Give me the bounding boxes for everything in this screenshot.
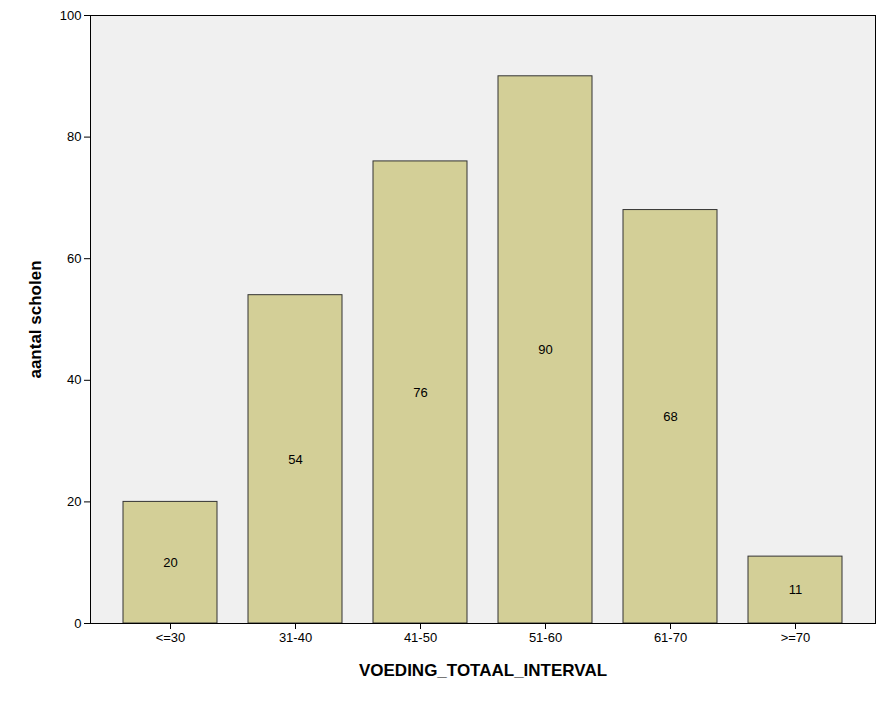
svg-text:80: 80 [67, 129, 81, 144]
svg-text:60: 60 [67, 251, 81, 266]
svg-text:<=30: <=30 [156, 630, 186, 645]
svg-text:41-50: 41-50 [404, 630, 437, 645]
svg-text:0: 0 [74, 616, 81, 631]
svg-text:11: 11 [789, 582, 803, 597]
svg-text:aantal scholen: aantal scholen [26, 260, 45, 378]
svg-text:>=70: >=70 [781, 630, 811, 645]
svg-text:54: 54 [288, 452, 302, 467]
svg-text:31-40: 31-40 [279, 630, 312, 645]
svg-text:68: 68 [663, 409, 677, 424]
svg-text:76: 76 [413, 385, 427, 400]
svg-text:20: 20 [67, 494, 81, 509]
svg-text:20: 20 [163, 555, 177, 570]
svg-text:VOEDING_TOTAAL_INTERVAL: VOEDING_TOTAAL_INTERVAL [359, 661, 607, 680]
svg-text:90: 90 [538, 342, 552, 357]
svg-text:61-70: 61-70 [654, 630, 687, 645]
svg-text:100: 100 [60, 8, 82, 23]
svg-text:40: 40 [67, 372, 81, 387]
svg-text:51-60: 51-60 [529, 630, 562, 645]
